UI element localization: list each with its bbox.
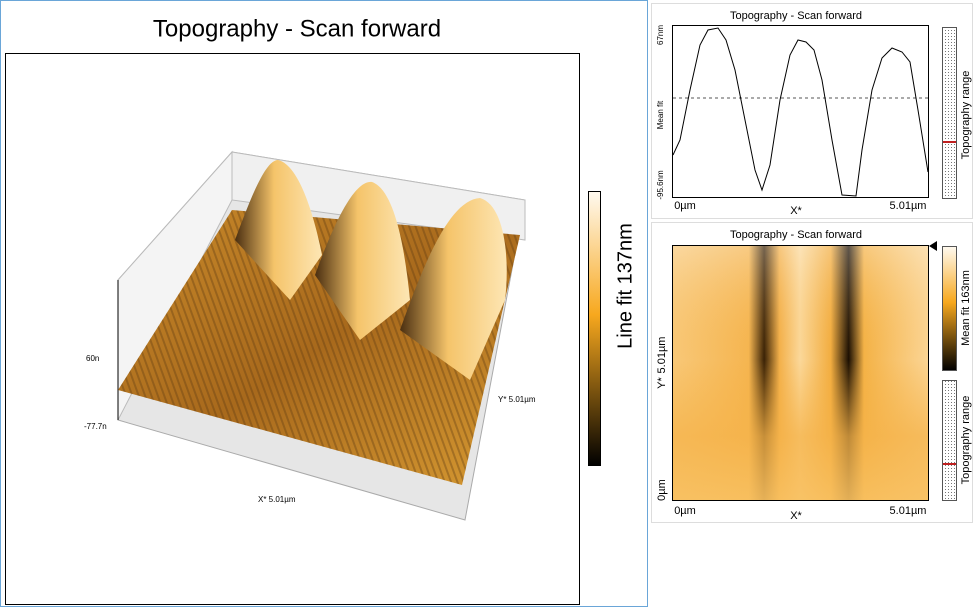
range-bar — [942, 27, 957, 199]
x-max-label: 5.01µm — [890, 200, 927, 212]
y-axis-label: Y* — [656, 376, 668, 388]
z-min-label: -77.7n — [84, 422, 107, 431]
z-max-label: 60n — [86, 354, 99, 363]
profile-line — [672, 27, 929, 197]
x-min-label: 0µm — [674, 200, 696, 212]
main-title: Topography - Scan forward — [153, 15, 441, 42]
ridge — [400, 198, 507, 380]
y-axis-label: Y* 5.01µm — [498, 395, 536, 404]
ridge — [315, 181, 410, 340]
x-max-label: 5.01µm — [890, 505, 927, 517]
x-axis-label: X* — [790, 205, 802, 217]
y-min-label: -95.6nm — [656, 170, 665, 200]
colorbar-label: Mean fit 163nm — [960, 270, 972, 346]
x-axis-label: X* — [790, 510, 802, 522]
range-marker — [943, 463, 956, 465]
colorbar — [588, 191, 601, 466]
colorbar — [942, 246, 957, 371]
image-shading — [672, 245, 928, 500]
image-frame — [672, 245, 929, 501]
profile-plot — [672, 25, 929, 198]
y-axis-label: Mean fit — [656, 100, 665, 129]
x-min-label: 0µm — [674, 505, 696, 517]
profile-title: Topography - Scan forward — [730, 10, 862, 22]
range-label: Topography range — [960, 71, 972, 160]
scan-marker — [929, 241, 937, 251]
colorbar-label: Line fit 137nm — [614, 223, 636, 349]
ridge — [235, 160, 322, 300]
range-bar — [942, 380, 957, 501]
x-axis-label: X* 5.01µm — [258, 495, 296, 504]
y-max-label: 67nm — [656, 25, 665, 45]
image-title: Topography - Scan forward — [730, 229, 862, 241]
range-marker — [943, 141, 956, 143]
range-label: Topography range — [960, 396, 972, 485]
y-min-label: 0µm — [656, 479, 668, 501]
y-max-label: 5.01µm — [656, 337, 668, 374]
